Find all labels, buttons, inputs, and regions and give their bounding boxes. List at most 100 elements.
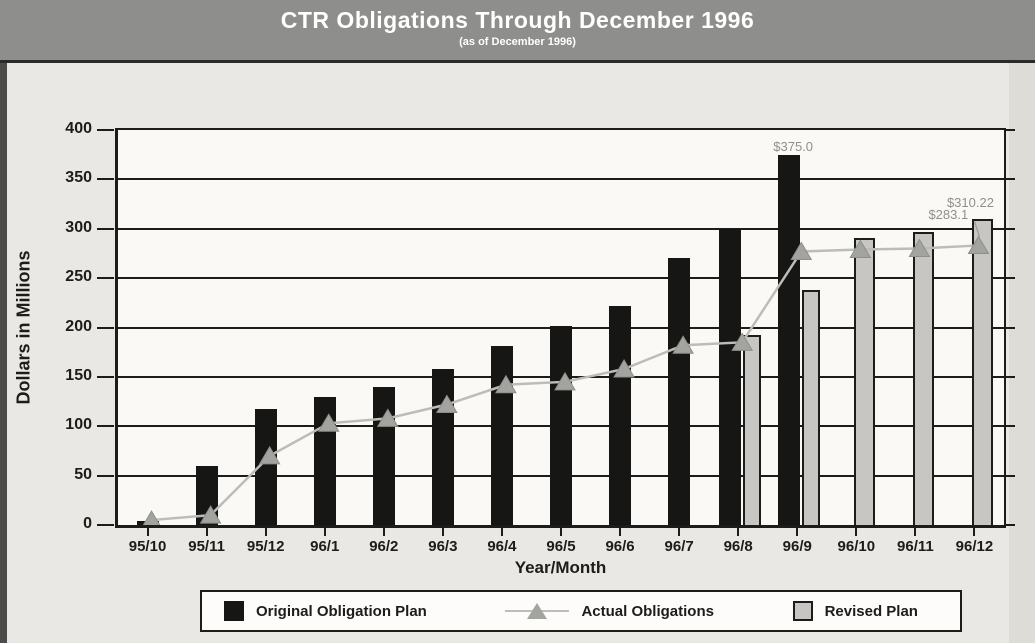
x-axis-tick-mark [500,528,503,536]
y-axis-tick-mark-right [1006,326,1015,329]
x-axis-tick-mark [619,528,622,536]
y-axis-tick-mark-right [1006,129,1015,131]
x-axis-tick-label: 96/12 [955,538,994,555]
x-axis-tick-label: 96/2 [369,538,399,555]
y-axis-tick-label: 350 [65,169,92,187]
legend-item-revised-plan: Revised Plan [792,601,918,621]
x-axis-tick-label: 96/8 [723,538,753,555]
x-axis-tick-label: 96/9 [782,538,812,555]
triangle-marker [258,445,281,465]
triangle-line-marker-icon [505,601,570,621]
triangle-marker [731,332,754,351]
x-axis-tick-mark [560,528,562,536]
black-square-swatch-icon [224,601,244,621]
y-axis-tick-mark [97,178,114,181]
triangle-marker [908,238,931,257]
bar-revised-plan [743,335,762,525]
x-axis-tick-mark [205,528,208,536]
chart-subtitle: (as of December 1996) [459,36,576,48]
legend-label: Actual Obligations [581,602,714,620]
y-axis-tick-mark-right [1006,524,1015,526]
x-axis-tick-label: 96/1 [310,538,340,555]
y-axis-tick-label: 400 [65,120,92,137]
gridline [118,178,1004,181]
x-axis-tick-mark [914,528,917,536]
bar-original-obligation-plan [719,229,742,525]
triangle-marker [376,408,399,427]
y-axis-tick-label: 50 [74,465,92,483]
legend-label: Original Obligation Plan [256,602,427,620]
bar-revised-plan [913,232,935,525]
y-axis-tick-label: 150 [65,366,92,384]
y-axis-tick-label: 100 [65,416,92,434]
triangle-marker [199,505,222,524]
legend: Original Obligation Plan Actual Obligati… [200,590,962,632]
x-axis-tick-mark [441,528,444,536]
page-left-edge [0,60,7,643]
y-axis-tick-mark [97,277,114,280]
triangle-marker [672,335,695,354]
y-axis-tick-label: 0 [83,515,92,532]
y-axis-tick-label: 300 [65,218,92,236]
y-axis-tick-mark [97,375,114,378]
triangle-marker [142,510,161,525]
x-axis-tick-mark [737,528,740,536]
x-axis-tick-mark [264,528,267,536]
triangle-marker [317,413,340,432]
triangle-marker [613,358,635,378]
y-axis-tick-label: 200 [65,317,92,335]
y-axis-tick-mark-right [1006,178,1015,181]
plot-area: $375.0 $310.22 $283.1 [115,128,1006,528]
x-axis-tick-label: 96/11 [897,538,934,555]
y-axis-tick-mark-right [1006,375,1015,378]
x-axis-tick-mark [323,528,326,536]
triangle-marker [849,239,872,258]
x-axis-tick-mark [146,528,149,536]
y-axis-tick-mark [97,425,114,428]
actual-obligations-line-layer [142,221,990,525]
y-axis-tick-mark-right [1006,474,1015,477]
x-axis-tick-mark [678,528,681,536]
legend-item-actual-obligations: Actual Obligations [505,601,714,621]
data-label: $375.0 [773,138,814,154]
x-axis-tick-mark [382,528,385,536]
bar-original-obligation-plan [609,306,632,525]
x-axis-tick-label: 96/6 [605,538,635,555]
x-axis-tick-mark [855,528,858,536]
y-axis-tick-label: 250 [65,268,92,286]
y-axis-title: Dollars in Millions [13,250,34,405]
x-axis-tick-label: 96/5 [546,538,576,555]
y-axis-tick-mark [97,227,114,230]
x-axis-tick-mark [973,528,976,536]
bar-revised-plan [854,238,876,525]
y-axis-tick-mark-right [1006,277,1015,280]
gridline [118,227,1004,230]
triangle-marker [495,374,517,394]
x-axis-tick-label: 96/7 [664,538,694,555]
x-axis-title: Year/Month [514,558,607,577]
bar-revised-plan [972,219,994,525]
x-axis-tick-label: 95/11 [188,538,225,555]
x-axis-tick-label: 96/3 [428,538,458,555]
bar-original-obligation-plan [778,155,801,525]
page-right-edge [1009,63,1035,643]
x-axis-tick-label: 95/12 [246,538,285,555]
triangle-marker [967,235,990,254]
bar-original-obligation-plan [254,409,277,525]
chart-header: CTR Obligations Through December 1996 (a… [0,0,1035,63]
y-axis-tick-mark [97,129,114,131]
x-axis-tick-label: 96/10 [837,538,876,555]
annotation-leader-line [973,221,981,237]
y-axis-tick-mark [97,326,114,329]
legend-item-original-plan: Original Obligation Plan [224,601,427,621]
data-label: $310.22 [946,194,994,210]
data-label: $283.1 [928,207,969,223]
y-axis-tick-mark-right [1006,425,1015,428]
x-axis-tick-label: 96/4 [487,538,517,555]
y-axis-tick-mark-right [1006,227,1015,230]
bar-original-obligation-plan [668,258,691,525]
triangle-marker [435,394,458,414]
x-axis-tick-label: 95/10 [128,538,167,555]
y-axis-tick-mark [97,474,114,477]
y-axis-tick-mark [97,524,114,526]
